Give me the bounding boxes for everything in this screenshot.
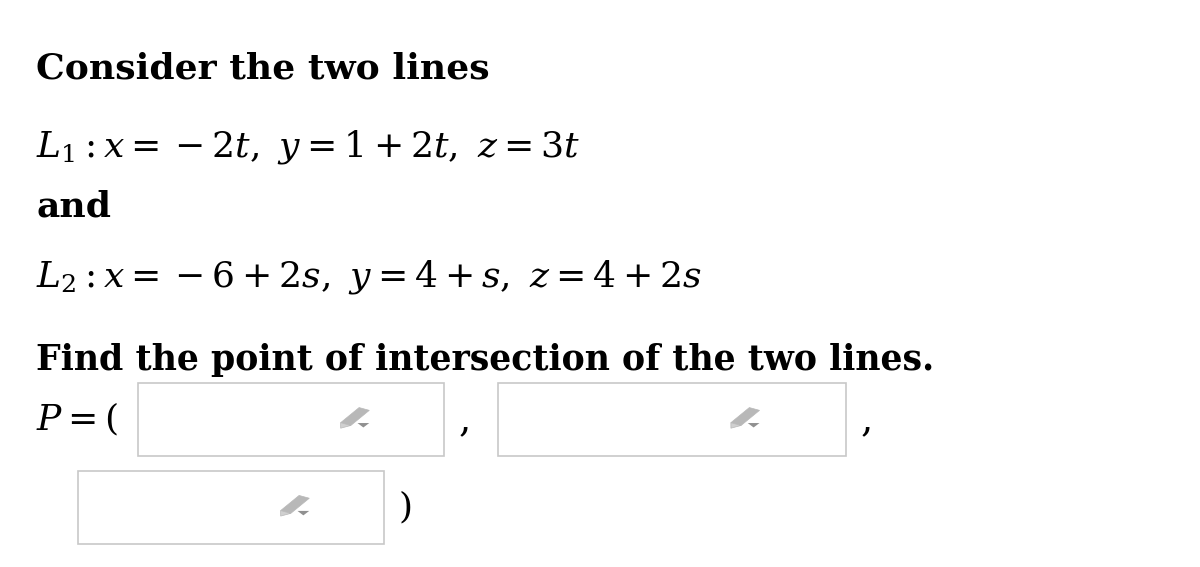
Polygon shape: [281, 496, 310, 513]
Polygon shape: [298, 511, 310, 515]
Text: $P = ($: $P = ($: [36, 401, 119, 438]
Text: $L_1 : x = -2t,\ y = 1 + 2t,\ z = 3t$: $L_1 : x = -2t,\ y = 1 + 2t,\ z = 3t$: [36, 128, 580, 166]
Text: Find the point of intersection of the two lines.: Find the point of intersection of the tw…: [36, 343, 935, 377]
Text: ): ): [398, 490, 413, 524]
Text: $L_2 : x = -6 + 2s,\ y = 4 + s,\ z = 4 + 2s$: $L_2 : x = -6 + 2s,\ y = 4 + s,\ z = 4 +…: [36, 258, 702, 296]
Polygon shape: [748, 423, 760, 428]
Text: ,: ,: [860, 401, 872, 438]
FancyBboxPatch shape: [498, 383, 846, 456]
Polygon shape: [281, 510, 290, 516]
Polygon shape: [358, 423, 370, 428]
FancyBboxPatch shape: [78, 471, 384, 544]
Polygon shape: [731, 408, 760, 425]
FancyBboxPatch shape: [138, 383, 444, 456]
Text: and: and: [36, 190, 112, 224]
Text: Consider the two lines: Consider the two lines: [36, 51, 490, 85]
Text: ,: ,: [458, 401, 470, 438]
Polygon shape: [731, 422, 742, 428]
Polygon shape: [341, 422, 350, 428]
Polygon shape: [341, 408, 370, 425]
